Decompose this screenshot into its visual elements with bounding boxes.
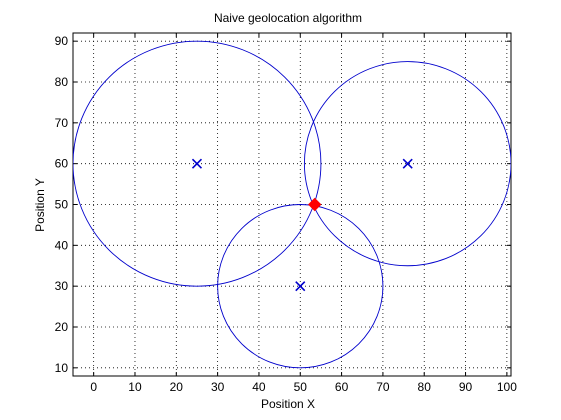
chart-title: Naive geolocation algorithm	[214, 11, 362, 25]
anchor-marker-stroke	[191, 158, 203, 169]
x-tick-label: 100	[497, 380, 517, 394]
x-tick-label: 80	[418, 380, 432, 394]
estimated-position-marker	[308, 197, 322, 212]
y-tick-label: 40	[55, 238, 69, 252]
y-tick-label: 70	[55, 116, 69, 130]
x-axis-label: Position X	[261, 397, 315, 411]
range-circles	[73, 40, 511, 369]
y-tick-label: 20	[55, 320, 69, 334]
x-tick-label: 50	[294, 380, 308, 394]
x-tick-label: 0	[90, 380, 97, 394]
range-circle	[217, 204, 384, 369]
x-tick-label: 70	[376, 380, 390, 394]
anchor-marker	[402, 158, 413, 169]
y-axis-label: Position Y	[33, 178, 47, 232]
y-tick-label: 80	[55, 75, 69, 89]
x-tick-label: 30	[211, 380, 225, 394]
range-circle	[73, 40, 322, 287]
y-tick-label: 90	[55, 34, 69, 48]
x-tick-label: 40	[252, 380, 266, 394]
plot-area: 0 10 20 30 40 50 60 70 80 90 100 10 20 30 40 50 60 70 80 90	[55, 32, 517, 394]
plot-frame	[72, 32, 512, 377]
anchor-marker	[295, 281, 306, 292]
y-tick-label: 30	[55, 279, 69, 293]
x-tick-label: 20	[170, 380, 184, 394]
range-circle	[303, 61, 511, 267]
anchor-marker-stroke	[295, 281, 306, 292]
y-tick-label: 10	[55, 361, 69, 375]
anchor-marker-stroke	[402, 158, 413, 169]
x-tick-label: 60	[335, 380, 349, 394]
anchor-marker	[191, 158, 203, 169]
y-tick-label: 50	[55, 198, 69, 212]
x-tick-label: 10	[128, 380, 142, 394]
y-tick-label: 60	[55, 157, 69, 171]
x-tick-label: 90	[459, 380, 473, 394]
